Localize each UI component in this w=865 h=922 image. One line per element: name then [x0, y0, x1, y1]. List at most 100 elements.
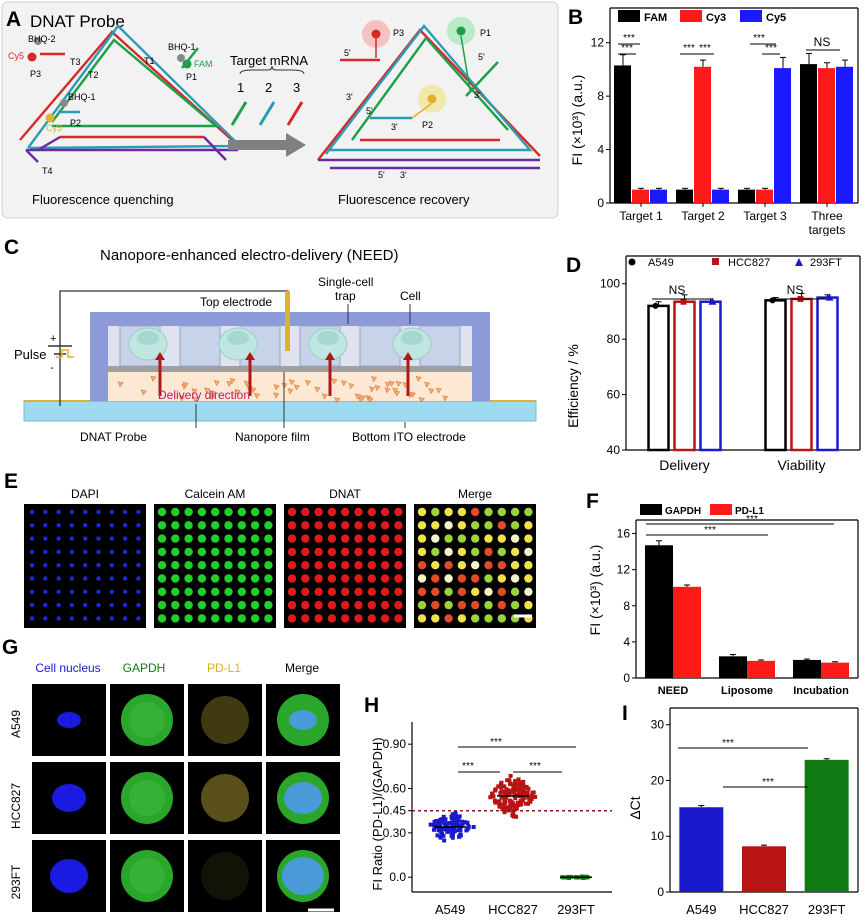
dot-hcc827 [515, 800, 520, 805]
bar-cy5 [650, 189, 667, 203]
legend-marker-hcc827 [712, 258, 719, 265]
bar-hcc827 [790, 297, 813, 452]
pulse-plus: + [50, 333, 56, 345]
dot-a549 [449, 814, 454, 819]
probe-label: DNAT Probe [80, 430, 147, 444]
bar-a549 [679, 807, 724, 892]
bar-fam [738, 189, 755, 203]
dot-a549 [466, 824, 471, 829]
cell-spot [471, 547, 480, 557]
dot-hcc827 [498, 785, 503, 790]
probe-particle [140, 389, 147, 396]
dot-a549 [435, 819, 440, 824]
nucleus-stain [50, 859, 88, 893]
point-hcc827 [680, 298, 687, 305]
cell-spot [224, 547, 233, 557]
dot-hcc827 [520, 786, 525, 791]
cell-spot [417, 547, 427, 557]
cell-spot [184, 521, 193, 530]
x-tick-label: Incubation [793, 685, 849, 697]
cell-spot [341, 534, 350, 543]
x-tick-label: HCC827 [739, 902, 789, 917]
dot-hcc827 [520, 790, 525, 795]
r-label-three1: 3' [346, 92, 353, 102]
dot-hcc827 [508, 773, 513, 778]
cell-spot [484, 574, 493, 583]
cell-spot [211, 587, 220, 596]
dot-hcc827 [493, 787, 498, 792]
chart-d: 40 60 80 100 Delivery Viability [600, 255, 861, 473]
dot-hcc827 [523, 801, 528, 806]
cell-spot [211, 574, 220, 583]
cell-spot [367, 614, 376, 623]
probe-particle [273, 384, 280, 391]
cell-spot [431, 521, 440, 530]
cell-spot [69, 602, 75, 608]
dot-a549 [450, 835, 455, 840]
cell-spot [237, 547, 246, 557]
cell-spot [417, 507, 427, 517]
cell-spot [431, 574, 440, 583]
sig-b-ns: NS [814, 35, 831, 49]
dot-hcc827 [493, 800, 498, 805]
cell-spot [171, 507, 180, 517]
cell-spot [394, 600, 403, 610]
cell-spot [43, 589, 48, 594]
dot-a549 [463, 820, 468, 825]
panel-e-letter: E [4, 470, 18, 493]
dot-a549 [457, 814, 462, 819]
dot-hcc827 [520, 798, 525, 803]
dot-a549 [438, 820, 443, 825]
cell-spot [29, 589, 35, 594]
cell-spot [301, 561, 310, 570]
cell-spot [96, 589, 101, 594]
legend-gapdh: GAPDH [665, 506, 701, 517]
bar-a549 [764, 299, 787, 452]
bar-cy3 [632, 189, 649, 203]
probe-particle [374, 385, 381, 392]
cell-spot [327, 587, 337, 596]
dot-hcc827 [528, 799, 533, 804]
probe-particle [321, 393, 328, 400]
cell-spot [96, 549, 101, 555]
dot-hcc827 [501, 784, 506, 789]
target-num-3: 3 [293, 80, 300, 95]
dot-hcc827 [514, 806, 519, 811]
cell-spot [510, 507, 520, 517]
cell-spot [237, 614, 246, 623]
cell-spot [380, 600, 390, 610]
cell-spot [43, 602, 48, 608]
cell-spot [327, 547, 337, 557]
dot-a549 [453, 811, 458, 816]
film-label: Nanopore film [235, 430, 310, 444]
cell-spot [287, 521, 297, 530]
cell-spot [394, 521, 403, 530]
cell-spot [524, 600, 533, 610]
cell-spot [524, 547, 533, 557]
gapdh-stain-inner [129, 780, 165, 816]
bhq1-dot-b [60, 99, 68, 107]
cell-spot [136, 509, 141, 515]
sig-b-4: *** [699, 43, 711, 54]
cell-spot [380, 507, 390, 517]
dot-a549 [471, 825, 476, 830]
cell-spot [224, 600, 233, 610]
cell-spot [122, 563, 128, 568]
legend-swatch-fam [618, 10, 640, 22]
cell-spot [484, 614, 493, 623]
cell-spot [197, 587, 207, 596]
cell-spot [341, 507, 350, 517]
cell-spot [122, 602, 128, 608]
probe-particle [341, 380, 348, 387]
cy3-dot [45, 113, 55, 123]
cell-spot [109, 523, 115, 528]
cell-spot [69, 536, 75, 541]
bar-gapdh [719, 656, 747, 678]
cell-spot [96, 616, 101, 621]
cell-spot [354, 614, 363, 623]
cell-spot [96, 523, 101, 528]
dot-a549 [465, 820, 470, 825]
cell-spot [122, 616, 128, 621]
g-col-nucleus: Cell nucleus [35, 661, 100, 675]
cell-spot [171, 600, 180, 610]
